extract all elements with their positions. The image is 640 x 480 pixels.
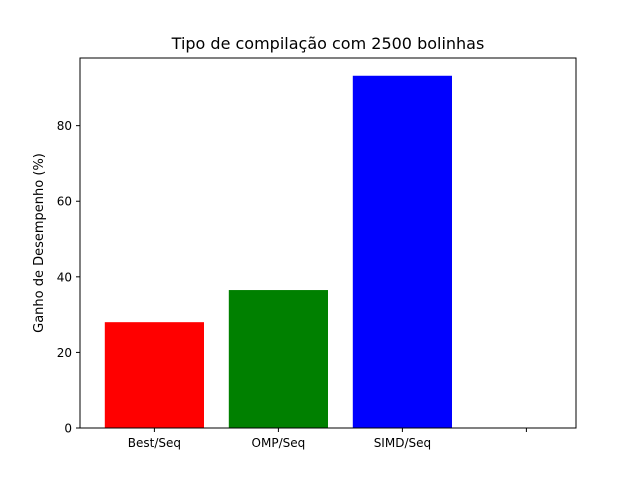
y-tick-label: 0 [64,422,72,436]
x-tick-label: SIMD/Seq [374,436,431,450]
bar-best-seq [104,322,204,428]
bars-group [104,75,452,428]
x-tick-label: OMP/Seq [252,436,306,450]
plot-frame [79,57,577,429]
bar-simd-seq [352,75,452,428]
y-tick-label: 80 [57,119,72,133]
y-axis-label: Ganho de Desempenho (%) [32,153,47,333]
y-tick-label: 40 [57,270,72,284]
y-tick-label: 20 [57,346,72,360]
x-tick-label: Best/Seq [128,436,181,450]
x-ticks-group: Best/Seq OMP/Seq SIMD/Seq [128,428,527,450]
chart-title: Tipo de compilação com 2500 bolinhas [171,34,485,53]
bar-omp-seq [228,290,328,428]
y-tick-label: 60 [57,195,72,209]
y-ticks-group: 0 20 40 60 80 [57,119,80,436]
